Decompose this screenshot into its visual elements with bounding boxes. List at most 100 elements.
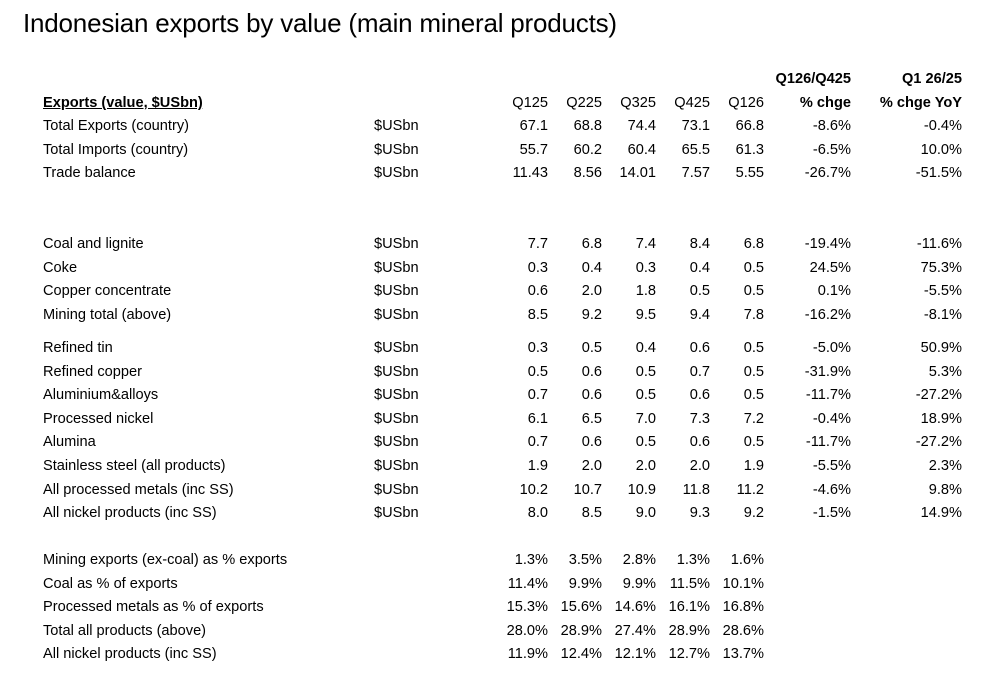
row-label-trade-balance: Trade balance	[43, 165, 136, 182]
value-cell-q126: 10.1%	[722, 575, 764, 592]
row-unit: $USbn	[374, 340, 419, 356]
row-label-aluminium-alloys: Aluminium&alloys	[43, 387, 159, 404]
yoy-change-cell: -51.5%	[915, 165, 962, 182]
row-label-copper-concentrate: Copper concentrate	[43, 283, 172, 300]
column-header-q225: Q225	[566, 95, 602, 111]
yoy-change-cell: 18.9%	[920, 410, 962, 427]
value-cell-q125: 8.0	[527, 505, 548, 522]
qoq-change-cell: -6.5%	[812, 141, 851, 158]
qoq-change-cell: 24.5%	[809, 259, 851, 276]
value-cell-q225: 6.5	[581, 410, 602, 427]
qoq-change-cell: -19.4%	[804, 236, 851, 252]
yoy-change-cell: 14.9%	[920, 505, 962, 522]
value-cell-q225: 0.5	[581, 340, 602, 356]
value-cell-q425: 8.4	[689, 236, 710, 252]
yoy-change-cell: -27.2%	[915, 387, 962, 404]
row-label-total-imports-country: Total Imports (country)	[43, 141, 189, 158]
value-cell-q425: 7.3	[689, 410, 710, 427]
value-cell-q125: 11.9%	[507, 646, 548, 663]
qoq-change-cell: -0.4%	[812, 410, 851, 427]
value-cell-q125: 0.7	[527, 387, 548, 404]
value-cell-q126: 28.6%	[722, 622, 764, 639]
row-unit: $USbn	[374, 387, 419, 404]
row-unit: $USbn	[374, 434, 419, 451]
value-cell-q325: 1.8	[635, 283, 656, 300]
qoq-change-cell: -11.7%	[805, 387, 851, 404]
value-cell-q325: 10.9	[627, 481, 656, 498]
qoq-change-cell: -11.7%	[805, 434, 851, 451]
value-cell-q325: 2.0	[635, 458, 656, 474]
row-label-refined-copper: Refined copper	[43, 363, 142, 380]
yoy-change-cell: -0.4%	[923, 118, 962, 134]
row-label-coal-as-of-exports: Coal as % of exports	[43, 575, 178, 592]
row-label-alumina: Alumina	[43, 434, 96, 451]
value-cell-q125: 15.3%	[506, 599, 548, 616]
qoq-change-cell: 0.1%	[817, 283, 851, 300]
value-cell-q125: 10.2	[519, 481, 548, 498]
qoq-change-cell: -16.2%	[804, 306, 851, 323]
column-header-q325: Q325	[620, 95, 656, 111]
value-cell-q325: 9.9%	[622, 575, 656, 592]
column-header-qoq-period: Q126/Q425	[775, 71, 851, 87]
value-cell-q225: 0.6	[581, 387, 602, 404]
qoq-change-cell: -26.7%	[804, 165, 851, 182]
value-cell-q125: 8.5	[527, 306, 548, 323]
value-cell-q225: 0.6	[581, 363, 602, 380]
value-cell-q126: 0.5	[743, 340, 764, 356]
column-header-q126: Q126	[728, 95, 764, 111]
value-cell-q125: 1.3%	[514, 552, 548, 568]
value-cell-q325: 2.8%	[622, 552, 656, 568]
value-cell-q225: 2.0	[581, 458, 602, 474]
value-cell-q125: 7.7	[527, 236, 548, 252]
value-cell-q325: 7.0	[635, 410, 656, 427]
value-cell-q125: 6.1	[527, 410, 548, 427]
column-header-q125: Q125	[512, 95, 548, 111]
row-label-processed-nickel: Processed nickel	[43, 410, 154, 427]
value-cell-q125: 0.6	[527, 283, 548, 300]
row-label-processed-metals-as-of-exports: Processed metals as % of exports	[43, 599, 264, 616]
value-cell-q126: 13.7%	[722, 646, 764, 663]
value-cell-q225: 8.56	[573, 165, 602, 182]
value-cell-q125: 11.43	[512, 165, 548, 182]
value-cell-q425: 11.8	[682, 481, 710, 498]
row-unit: $USbn	[374, 283, 419, 300]
value-cell-q126: 11.2	[736, 481, 764, 498]
column-header-yoy-period: Q1 26/25	[901, 71, 962, 87]
value-cell-q325: 60.4	[627, 141, 656, 158]
value-cell-q126: 0.5	[743, 259, 764, 276]
yoy-change-cell: 75.3%	[920, 259, 962, 276]
value-cell-q225: 0.6	[581, 434, 602, 451]
value-cell-q325: 27.4%	[614, 622, 656, 639]
row-unit: $USbn	[374, 165, 419, 182]
value-cell-q325: 0.5	[635, 363, 656, 380]
row-unit: $USbn	[374, 410, 419, 427]
row-unit: $USbn	[374, 505, 419, 522]
value-cell-q225: 60.2	[573, 141, 602, 158]
yoy-change-cell: 2.3%	[928, 458, 962, 474]
row-unit: $USbn	[374, 236, 419, 252]
yoy-change-cell: -11.6%	[916, 236, 962, 252]
row-label-all-nickel-products-inc-ss: All nickel products (inc SS)	[43, 646, 217, 663]
value-cell-q126: 9.2	[743, 505, 764, 522]
value-cell-q325: 9.0	[635, 505, 656, 522]
value-cell-q325: 0.5	[635, 387, 656, 404]
value-cell-q125: 0.3	[527, 259, 548, 276]
qoq-change-cell: -5.5%	[812, 458, 851, 474]
value-cell-q425: 2.0	[689, 458, 710, 474]
value-cell-q225: 12.4%	[560, 646, 602, 663]
value-cell-q325: 12.1%	[614, 646, 656, 663]
qoq-change-cell: -8.6%	[812, 118, 851, 134]
value-cell-q126: 0.5	[743, 363, 764, 380]
value-cell-q425: 12.7%	[668, 646, 710, 663]
value-cell-q126: 0.5	[743, 434, 764, 451]
row-label-all-nickel-products-inc-ss: All nickel products (inc SS)	[43, 505, 217, 522]
qoq-change-cell: -31.9%	[804, 363, 851, 380]
value-cell-q225: 3.5%	[568, 552, 602, 568]
value-cell-q425: 0.6	[689, 387, 710, 404]
row-label-total-exports-country: Total Exports (country)	[43, 118, 189, 134]
table-header-row-title: Exports (value, $USbn)	[43, 95, 203, 111]
value-cell-q325: 0.5	[635, 434, 656, 451]
value-cell-q125: 0.5	[527, 363, 548, 380]
value-cell-q225: 9.9%	[568, 575, 602, 592]
qoq-change-cell: -5.0%	[812, 340, 851, 356]
